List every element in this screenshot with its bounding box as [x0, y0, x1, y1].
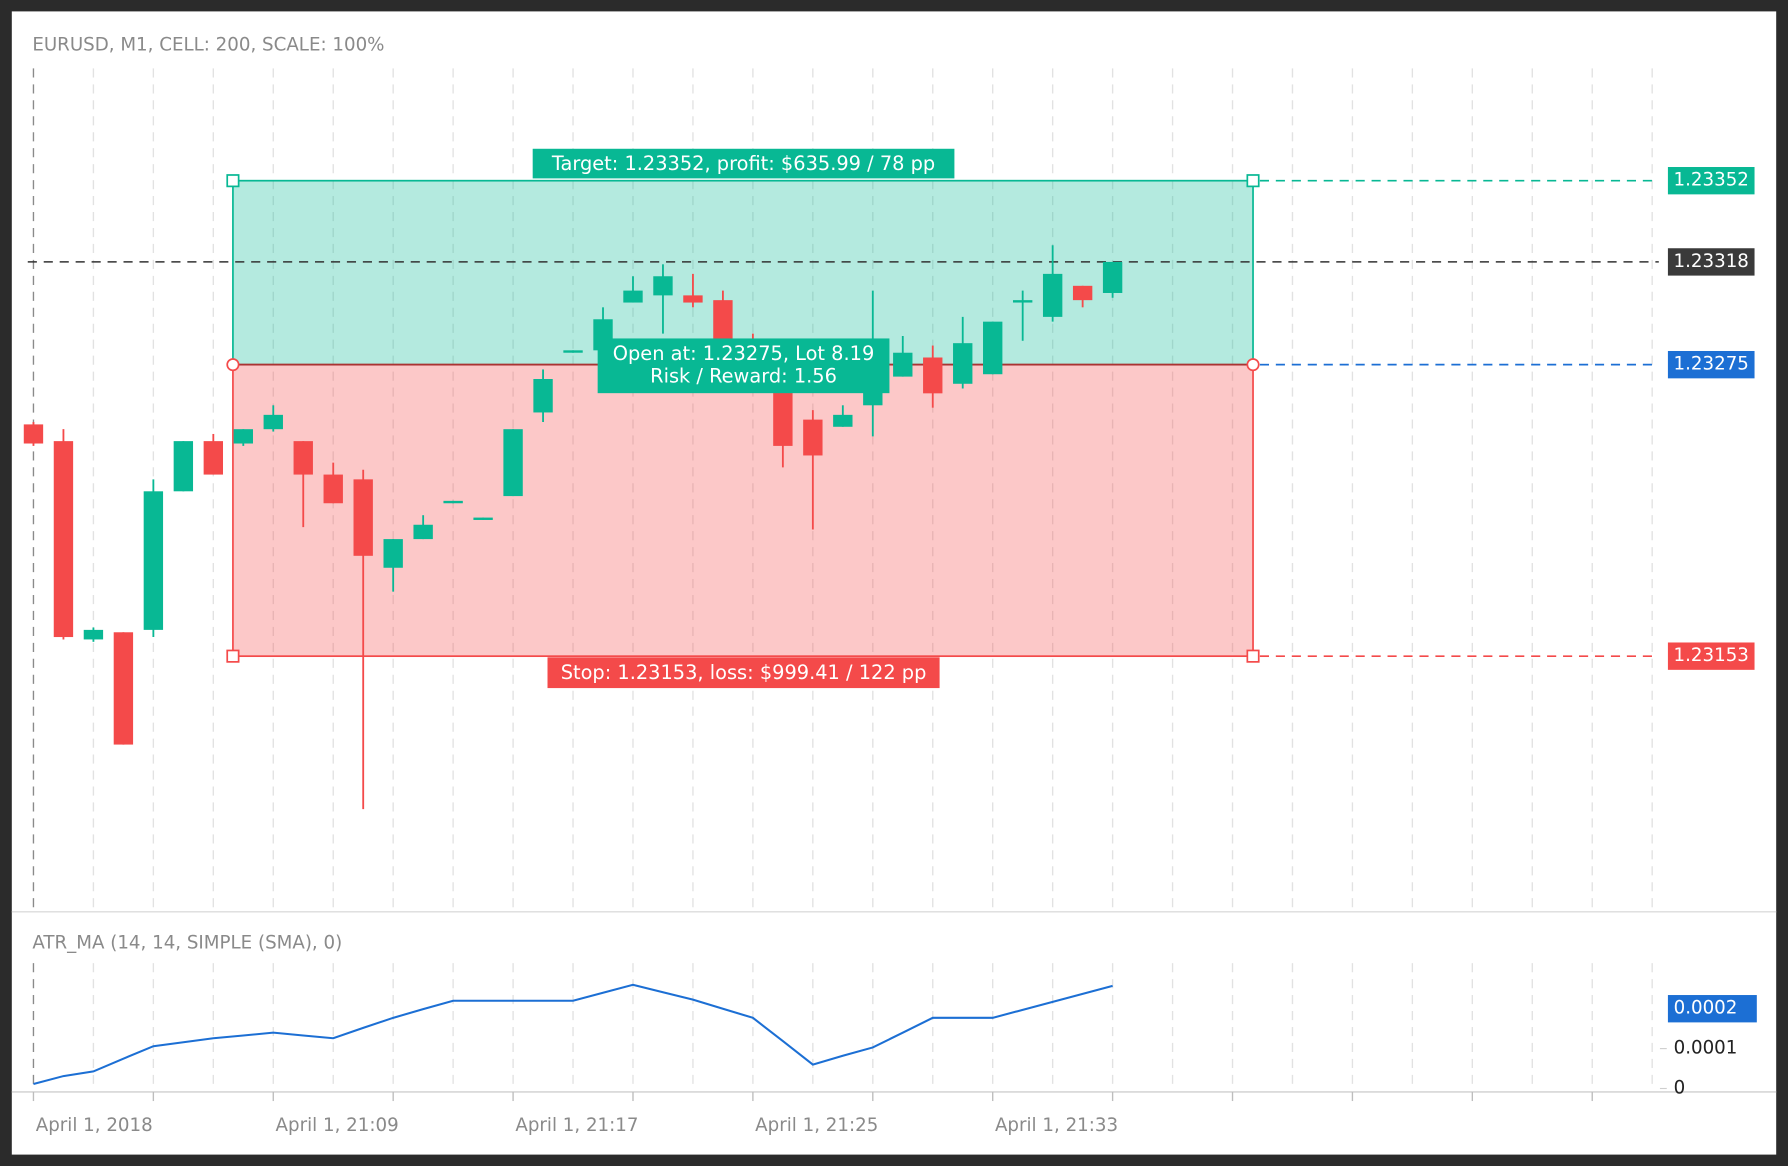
profit-zone: [232, 179, 1254, 366]
stop-label: Stop: 1.23153, loss: $999.41 / 122 pp: [561, 661, 927, 684]
candle-body: [833, 414, 853, 427]
candle-body: [653, 276, 673, 296]
stop-label-box: [547, 657, 940, 689]
candle-body: [803, 419, 823, 456]
candle-body: [473, 517, 493, 520]
candle-body: [563, 350, 583, 353]
price-tag-label: 1.23153: [1674, 645, 1749, 666]
candle-body: [1072, 285, 1093, 301]
candle-body: [923, 357, 943, 394]
candle-body: [1102, 261, 1123, 293]
candle-body: [1012, 300, 1033, 303]
price-tag: [1667, 642, 1755, 670]
candle-body: [323, 474, 343, 504]
candle-body: [983, 321, 1003, 375]
candle-body: [443, 500, 463, 504]
candle-body: [623, 290, 643, 303]
x-tick-label: April 1, 21:09: [276, 1115, 399, 1136]
x-tick-label: April 1, 21:33: [995, 1115, 1118, 1136]
candle-body: [203, 441, 224, 475]
open-label: Risk / Reward: 1.56: [650, 365, 837, 388]
candle-body: [353, 479, 373, 556]
candle-body: [113, 632, 134, 745]
candle-body: [503, 429, 523, 497]
candle-body: [383, 539, 403, 568]
candle-body: [413, 524, 433, 540]
candle-body: [263, 414, 283, 430]
candle-body: [53, 441, 74, 638]
y-tick-tag: [1667, 995, 1757, 1023]
position-handle: [1246, 649, 1260, 663]
x-tick-label: April 1, 21:17: [515, 1115, 638, 1136]
candle-body: [143, 491, 164, 630]
chart-title: EURUSD, M1, CELL: 200, SCALE: 100%: [32, 35, 384, 56]
target-label: Target: 1.23352, profit: $635.99 / 78 pp: [551, 152, 935, 175]
open-label: Open at: 1.23275, Lot 8.19: [613, 342, 875, 365]
candle-body: [683, 295, 703, 303]
indicator-title: ATR_MA (14, 14, SIMPLE (SMA), 0): [32, 933, 342, 954]
candle-body: [953, 343, 973, 384]
price-tag: [1667, 167, 1755, 195]
candle-body: [893, 352, 913, 377]
candle-body: [233, 429, 253, 444]
entry-handle: [1246, 358, 1260, 372]
candle-body: [533, 379, 553, 413]
price-tag-label: 1.23318: [1674, 251, 1749, 272]
candle-body: [293, 441, 313, 475]
price-tag-label: 1.23352: [1674, 170, 1749, 191]
loss-zone: [232, 363, 1254, 658]
target-label-box: [532, 148, 955, 179]
position-handle: [226, 174, 240, 188]
y-tick-label: 0.0002: [1674, 998, 1738, 1019]
entry-handle: [226, 358, 240, 372]
candle-body: [23, 424, 44, 444]
position-handle: [226, 649, 240, 663]
candle-body: [1042, 273, 1063, 317]
chart-background: [11, 11, 1777, 1155]
position-handle: [1246, 174, 1260, 188]
price-tag: [1667, 248, 1755, 276]
candle-body: [173, 441, 194, 492]
indicator-line: [33, 983, 1113, 1086]
price-tag-label: 1.23275: [1674, 354, 1749, 375]
y-tick-label: 0.0001: [1674, 1038, 1738, 1059]
x-tick-label: April 1, 2018: [36, 1115, 153, 1136]
x-tick-label: April 1, 21:25: [755, 1115, 878, 1136]
open-label-box: [597, 338, 890, 394]
candle-body: [83, 629, 104, 640]
y-tick-label: 0: [1674, 1077, 1686, 1098]
price-tag: [1667, 350, 1755, 379]
